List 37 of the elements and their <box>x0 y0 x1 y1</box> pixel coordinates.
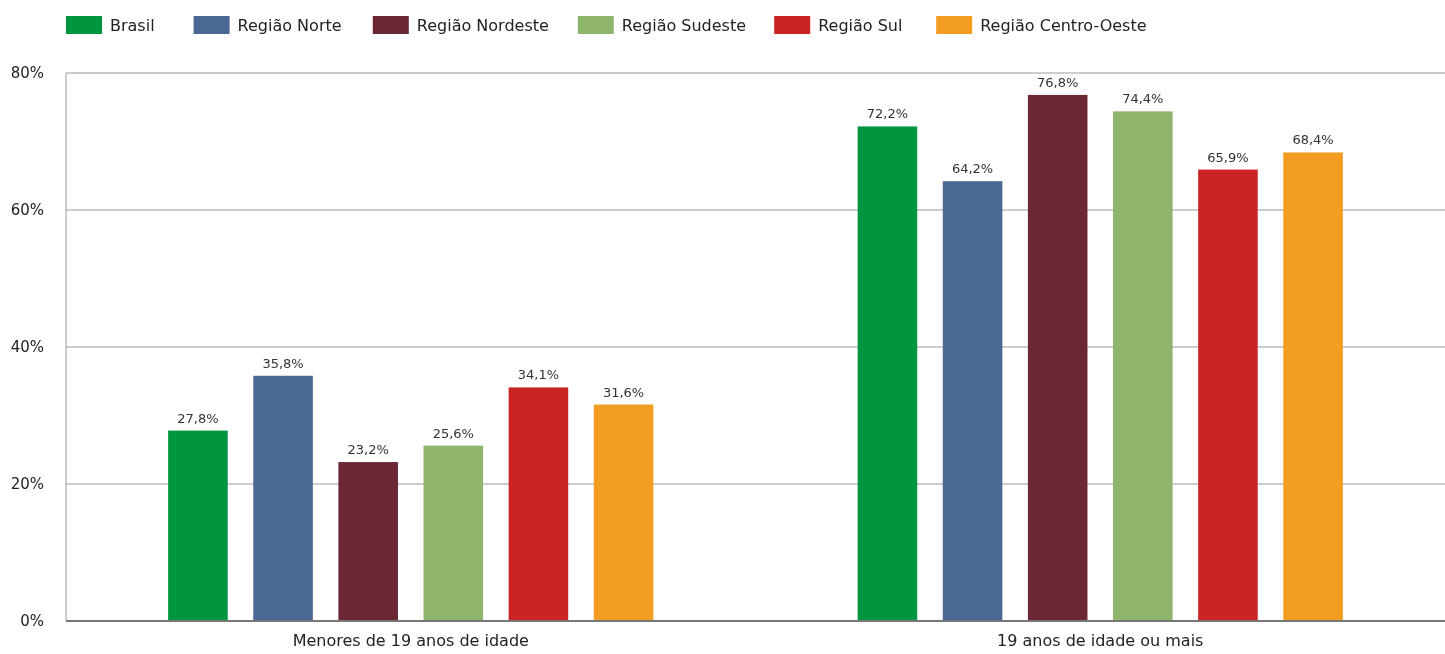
data-label: 35,8% <box>262 355 304 371</box>
bar <box>253 375 313 621</box>
legend-label: Região Sul <box>818 16 903 35</box>
bar <box>857 126 918 621</box>
data-label: 31,6% <box>602 384 645 400</box>
bar <box>338 462 398 621</box>
bar <box>508 387 569 621</box>
bar <box>593 404 654 621</box>
data-label: 74,4% <box>1122 91 1164 107</box>
y-tick-label: 0% <box>20 612 44 631</box>
data-label: 72,2% <box>866 106 909 122</box>
legend-label: Região Sudeste <box>621 16 747 35</box>
legend-label: Brasil <box>110 16 155 35</box>
data-label: 27,8% <box>177 410 219 426</box>
bar <box>1283 152 1343 621</box>
x-tick-label: Menores de 19 anos de idade <box>292 631 529 650</box>
bar <box>1198 169 1258 621</box>
data-label: 68,4% <box>1292 132 1334 148</box>
data-label: 25,6% <box>432 425 474 441</box>
legend-label: Região Norte <box>237 16 342 35</box>
x-tick-label: 19 anos de idade ou mais <box>997 631 1204 650</box>
legend-label: Região Nordeste <box>416 16 549 35</box>
data-label: 65,9% <box>1207 149 1249 165</box>
data-label: 76,8% <box>1037 74 1079 90</box>
y-tick-label: 60% <box>10 201 44 220</box>
bar <box>1113 111 1173 621</box>
data-label: 34,1% <box>517 367 560 383</box>
bar <box>423 445 484 621</box>
y-tick-label: 40% <box>10 338 44 357</box>
data-label: 64,2% <box>951 161 994 177</box>
bar <box>168 430 228 621</box>
y-tick-label: 20% <box>10 475 44 494</box>
legend-label: Região Centro-Oeste <box>980 16 1147 35</box>
data-label: 23,2% <box>347 442 389 458</box>
bar <box>1027 94 1088 621</box>
y-tick-label: 80% <box>10 64 44 83</box>
bar <box>942 181 1003 621</box>
